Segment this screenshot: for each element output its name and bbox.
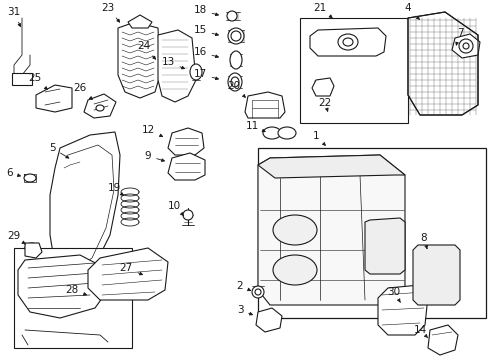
Ellipse shape: [462, 43, 468, 49]
Text: 21: 21: [313, 3, 331, 18]
Polygon shape: [84, 94, 116, 118]
Text: 22: 22: [318, 98, 331, 111]
Polygon shape: [412, 245, 459, 305]
Polygon shape: [256, 308, 282, 332]
Text: 16: 16: [193, 47, 218, 58]
Text: 1: 1: [312, 131, 325, 145]
Polygon shape: [36, 85, 72, 112]
Text: 9: 9: [144, 151, 164, 162]
Text: 10: 10: [167, 201, 183, 216]
Text: 24: 24: [137, 41, 155, 59]
Ellipse shape: [24, 174, 36, 182]
Ellipse shape: [458, 39, 472, 53]
Ellipse shape: [230, 31, 241, 41]
Text: 15: 15: [193, 25, 218, 36]
Text: 5: 5: [49, 143, 69, 158]
Ellipse shape: [337, 34, 357, 50]
Ellipse shape: [183, 210, 193, 220]
Ellipse shape: [227, 28, 244, 44]
Polygon shape: [364, 218, 404, 274]
Text: 4: 4: [404, 3, 419, 19]
Text: 17: 17: [193, 69, 218, 80]
Ellipse shape: [230, 77, 239, 87]
Polygon shape: [168, 128, 203, 155]
Text: 29: 29: [7, 231, 25, 244]
Text: 8: 8: [420, 233, 427, 249]
Polygon shape: [158, 30, 196, 102]
Ellipse shape: [278, 127, 295, 139]
Text: 25: 25: [28, 73, 47, 90]
Bar: [12, 73, 32, 85]
Text: 27: 27: [119, 263, 142, 275]
Text: 20: 20: [227, 81, 245, 97]
Polygon shape: [309, 28, 385, 56]
Ellipse shape: [227, 73, 242, 91]
Polygon shape: [451, 34, 479, 58]
Polygon shape: [88, 248, 168, 300]
Text: 14: 14: [412, 325, 427, 338]
Polygon shape: [427, 325, 457, 355]
Bar: [258, 148, 485, 318]
Ellipse shape: [254, 289, 261, 295]
Polygon shape: [258, 155, 404, 178]
Bar: [14, 248, 132, 348]
Ellipse shape: [251, 286, 264, 298]
Text: 30: 30: [386, 287, 400, 302]
Polygon shape: [118, 22, 160, 98]
Text: 2: 2: [236, 281, 250, 291]
Ellipse shape: [263, 127, 281, 139]
Text: 28: 28: [65, 285, 86, 295]
Ellipse shape: [25, 243, 39, 253]
Text: 19: 19: [107, 183, 123, 195]
Text: 7: 7: [455, 28, 462, 45]
Text: 13: 13: [161, 57, 184, 69]
Text: 26: 26: [73, 83, 92, 99]
Polygon shape: [377, 285, 427, 335]
Polygon shape: [128, 15, 152, 28]
Polygon shape: [258, 155, 404, 305]
Polygon shape: [25, 243, 42, 258]
Ellipse shape: [342, 38, 352, 46]
Ellipse shape: [229, 51, 242, 69]
Polygon shape: [311, 78, 333, 96]
Polygon shape: [244, 92, 285, 118]
Text: 12: 12: [141, 125, 163, 137]
Polygon shape: [168, 153, 204, 180]
Polygon shape: [18, 255, 108, 318]
Ellipse shape: [190, 64, 202, 80]
Text: 18: 18: [193, 5, 218, 15]
Text: 23: 23: [101, 3, 120, 22]
Ellipse shape: [272, 215, 316, 245]
Text: 31: 31: [7, 7, 20, 27]
Text: 11: 11: [245, 121, 264, 132]
Polygon shape: [407, 12, 477, 115]
Ellipse shape: [96, 105, 104, 111]
Polygon shape: [50, 132, 120, 278]
Text: 6: 6: [7, 168, 20, 178]
Ellipse shape: [272, 255, 316, 285]
Bar: [299, 18, 407, 123]
Ellipse shape: [226, 11, 237, 21]
Text: 3: 3: [236, 305, 252, 315]
